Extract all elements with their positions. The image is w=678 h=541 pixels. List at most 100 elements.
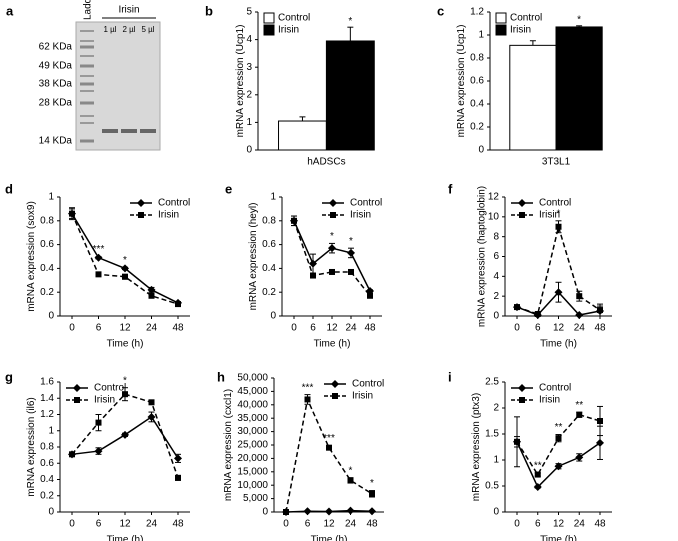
y-tick-label: 35,000 xyxy=(237,413,268,424)
y-tick-label: 1.2 xyxy=(40,409,54,420)
y-tick-label: 0 xyxy=(478,145,484,156)
marker-label: 38 KDa xyxy=(39,79,73,90)
marker xyxy=(69,451,75,458)
y-tick-label: 0 xyxy=(270,311,276,322)
y-tick-label: 0.6 xyxy=(262,239,276,250)
y-tick-label: 2 xyxy=(246,89,252,100)
marker xyxy=(332,393,338,399)
y-tick-label: 1 xyxy=(48,192,54,203)
lane-label: 2 µl xyxy=(122,25,135,34)
x-tick-label: 24 xyxy=(146,323,158,334)
marker-label: 62 KDa xyxy=(39,42,73,53)
y-tick-label: 50,000 xyxy=(237,373,268,384)
x-tick-label: hADSCs xyxy=(307,157,345,168)
x-tick-label: 12 xyxy=(553,519,565,530)
marker xyxy=(138,212,144,218)
significance: * xyxy=(557,208,561,219)
y-tick-label: 0.2 xyxy=(262,287,276,298)
marker xyxy=(368,507,376,516)
x-tick-label: 6 xyxy=(535,519,541,530)
y-axis-label: mRNA expression (haptoglobin) xyxy=(476,186,487,327)
marker xyxy=(330,212,336,218)
y-tick-label: 4 xyxy=(493,271,499,282)
protein-band xyxy=(102,129,118,133)
significance: ** xyxy=(534,461,542,472)
x-tick-label: 3T3L1 xyxy=(542,157,571,168)
y-axis-label: mRNA expression (ptx3) xyxy=(471,393,482,501)
legend-label: Control xyxy=(94,383,126,394)
y-tick-label: 3 xyxy=(246,62,252,73)
marker xyxy=(576,411,583,418)
x-tick-label: 6 xyxy=(96,323,102,334)
x-tick-label: 24 xyxy=(146,519,158,530)
marker xyxy=(597,418,603,424)
marker xyxy=(533,483,542,492)
y-tick-label: 1 xyxy=(48,425,54,436)
bar xyxy=(325,40,375,151)
marker xyxy=(554,462,563,471)
marker xyxy=(309,259,317,268)
marker xyxy=(283,509,289,515)
x-axis-label: Time (h) xyxy=(314,339,351,350)
marker xyxy=(514,304,520,311)
x-axis-label: Time (h) xyxy=(311,535,348,541)
ladder-band xyxy=(80,30,94,32)
y-tick-label: 1.6 xyxy=(40,377,54,388)
x-tick-label: 48 xyxy=(594,519,606,530)
lane-label: 1 µl xyxy=(103,25,116,34)
significance: * xyxy=(330,231,334,242)
marker xyxy=(94,253,103,262)
marker xyxy=(95,419,102,426)
x-tick-label: 24 xyxy=(345,519,357,530)
y-tick-label: 8 xyxy=(493,231,499,242)
y-tick-label: 0.6 xyxy=(40,239,54,250)
marker xyxy=(326,444,332,451)
error-bar xyxy=(576,25,583,27)
legend-label: Control xyxy=(158,198,190,209)
ladder-band xyxy=(80,82,94,86)
ladder-band xyxy=(80,101,94,105)
y-tick-label: 12 xyxy=(488,192,500,203)
x-tick-label: 0 xyxy=(283,519,289,530)
protein-band xyxy=(121,129,137,133)
x-tick-label: 12 xyxy=(119,323,131,334)
x-tick-label: 12 xyxy=(326,323,338,334)
marker xyxy=(555,435,562,442)
ladder-band xyxy=(80,90,94,92)
marker xyxy=(348,268,354,275)
marker xyxy=(94,447,103,456)
legend-swatch xyxy=(263,12,275,24)
marker xyxy=(369,490,375,497)
y-tick-label: 0 xyxy=(246,145,252,156)
y-tick-label: 0 xyxy=(262,507,268,518)
y-tick-label: 10,000 xyxy=(237,480,268,491)
marker xyxy=(73,384,81,392)
y-tick-label: 0.2 xyxy=(40,287,54,298)
x-tick-label: 24 xyxy=(345,323,357,334)
y-tick-label: 6 xyxy=(493,251,499,262)
marker xyxy=(519,397,525,403)
marker xyxy=(346,506,355,515)
x-axis-label: Time (h) xyxy=(540,339,577,350)
significance: *** xyxy=(93,244,105,255)
significance: * xyxy=(577,14,581,25)
marker xyxy=(303,507,312,516)
series-line xyxy=(293,220,371,297)
y-tick-label: 0.4 xyxy=(262,263,276,274)
bar xyxy=(555,26,603,151)
marker xyxy=(122,391,128,398)
x-axis-label: Time (h) xyxy=(540,535,577,541)
marker-label: 28 KDa xyxy=(39,98,73,109)
legend-label: Control xyxy=(539,383,571,394)
y-tick-label: 40,000 xyxy=(237,399,268,410)
significance: *** xyxy=(302,382,314,393)
x-tick-label: 0 xyxy=(69,323,75,334)
marker xyxy=(519,212,525,218)
marker xyxy=(514,438,520,445)
y-tick-label: 4 xyxy=(246,34,252,45)
legend-label: Control xyxy=(350,198,382,209)
x-tick-label: 48 xyxy=(366,519,378,530)
y-tick-label: 0 xyxy=(48,311,54,322)
panel-label: i xyxy=(448,369,452,384)
x-tick-label: 12 xyxy=(553,323,565,334)
